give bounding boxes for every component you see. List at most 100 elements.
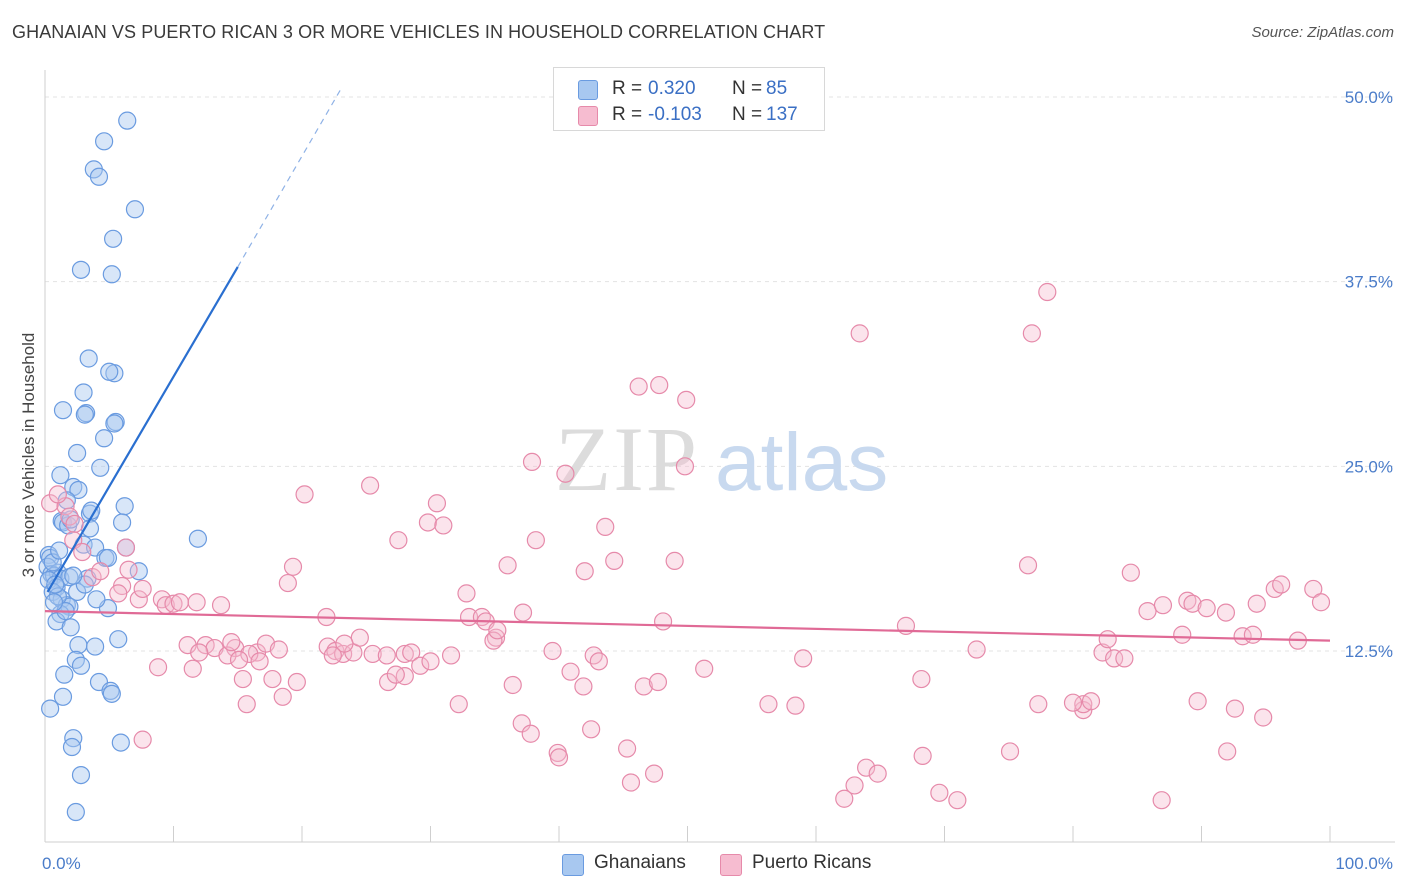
data-point <box>1029 695 1048 714</box>
data-point <box>1105 649 1124 668</box>
data-point <box>229 650 249 669</box>
data-point <box>1247 594 1266 613</box>
data-point <box>441 646 461 665</box>
data-point <box>41 699 60 718</box>
data-point <box>868 764 887 783</box>
data-point <box>556 464 575 483</box>
data-point <box>634 677 653 696</box>
data-point <box>1098 630 1117 649</box>
data-point <box>967 640 986 659</box>
data-point <box>1218 742 1237 761</box>
legend-n-value: 85 <box>766 78 788 99</box>
data-point <box>522 452 542 472</box>
data-point <box>89 167 109 186</box>
data-point <box>125 200 145 219</box>
data-point <box>188 529 208 548</box>
data-point <box>115 497 134 516</box>
data-point <box>912 669 931 689</box>
data-point <box>222 633 241 652</box>
series-label-ghanaians: Ghanaians <box>594 852 686 873</box>
data-point <box>549 748 569 767</box>
data-point <box>148 658 168 677</box>
data-point <box>948 791 967 810</box>
legend-swatch-ghanaians <box>578 80 598 100</box>
data-point <box>621 773 641 792</box>
data-point <box>589 652 608 671</box>
data-point <box>378 672 398 692</box>
data-point <box>350 628 369 647</box>
data-point <box>240 644 259 664</box>
data-point <box>665 551 684 570</box>
data-point <box>133 579 152 599</box>
data-point <box>43 553 62 572</box>
data-point <box>857 758 876 777</box>
data-point <box>273 687 292 706</box>
data-point <box>786 696 805 715</box>
data-point <box>1022 324 1041 343</box>
data-point <box>109 630 128 649</box>
data-point <box>418 513 438 532</box>
data-point <box>395 667 414 686</box>
data-point <box>1153 596 1173 615</box>
data-point <box>1138 602 1157 621</box>
data-point <box>187 593 206 612</box>
data-point <box>55 665 74 684</box>
x-tick-label: 0.0% <box>42 854 81 873</box>
data-point <box>596 517 615 537</box>
y-tick-label: 37.5% <box>1345 273 1393 292</box>
data-point <box>421 652 440 671</box>
data-point <box>61 618 80 637</box>
watermark-zip: ZIP <box>555 408 699 510</box>
trend-lines <box>44 89 1331 642</box>
data-point <box>102 684 121 703</box>
legend-n-value: 137 <box>766 104 798 125</box>
series-swatch-ghanaians <box>562 854 584 876</box>
data-point <box>233 669 252 689</box>
data-point <box>835 789 854 808</box>
data-point <box>183 659 202 678</box>
watermark: ZIP atlas <box>555 408 888 510</box>
data-point <box>650 375 669 395</box>
data-point <box>100 362 119 381</box>
data-point <box>105 414 124 433</box>
data-point <box>512 714 531 733</box>
data-point <box>71 656 91 675</box>
legend-row-ghanaians: R = 0.320 N = 85 <box>554 76 824 102</box>
data-point <box>295 485 314 504</box>
data-point <box>269 640 288 659</box>
data-point <box>695 659 714 678</box>
data-point <box>677 390 696 409</box>
data-point <box>74 383 93 402</box>
data-point <box>263 669 282 689</box>
data-point <box>335 634 354 653</box>
data-point <box>605 551 624 570</box>
data-point <box>526 531 545 550</box>
chart-title: GHANAIAN VS PUERTO RICAN 3 OR MORE VEHIC… <box>12 22 826 42</box>
data-point <box>1197 599 1216 618</box>
data-point <box>91 562 110 581</box>
data-point <box>1225 699 1245 718</box>
data-point <box>129 590 148 609</box>
data-point <box>644 764 664 783</box>
data-point <box>386 665 405 684</box>
puerto-ricans-points <box>41 282 1331 810</box>
data-point <box>759 695 778 714</box>
data-point <box>503 675 522 695</box>
data-point <box>111 733 130 752</box>
data-point <box>1121 563 1140 582</box>
data-point <box>79 349 98 368</box>
data-point <box>1115 649 1134 668</box>
axes <box>44 70 1395 843</box>
chart-source: Source: ZipAtlas.com <box>1251 24 1394 41</box>
data-point <box>457 584 476 603</box>
data-point <box>1000 742 1020 761</box>
y-tick-label: 12.5% <box>1345 642 1393 661</box>
data-point <box>498 556 517 575</box>
data-point <box>68 443 87 463</box>
data-point <box>675 457 695 476</box>
data-point <box>91 458 110 477</box>
data-point <box>1188 692 1207 711</box>
data-point <box>116 538 136 557</box>
series-label-puerto-ricans: Puerto Ricans <box>752 852 872 873</box>
data-point <box>73 542 92 562</box>
